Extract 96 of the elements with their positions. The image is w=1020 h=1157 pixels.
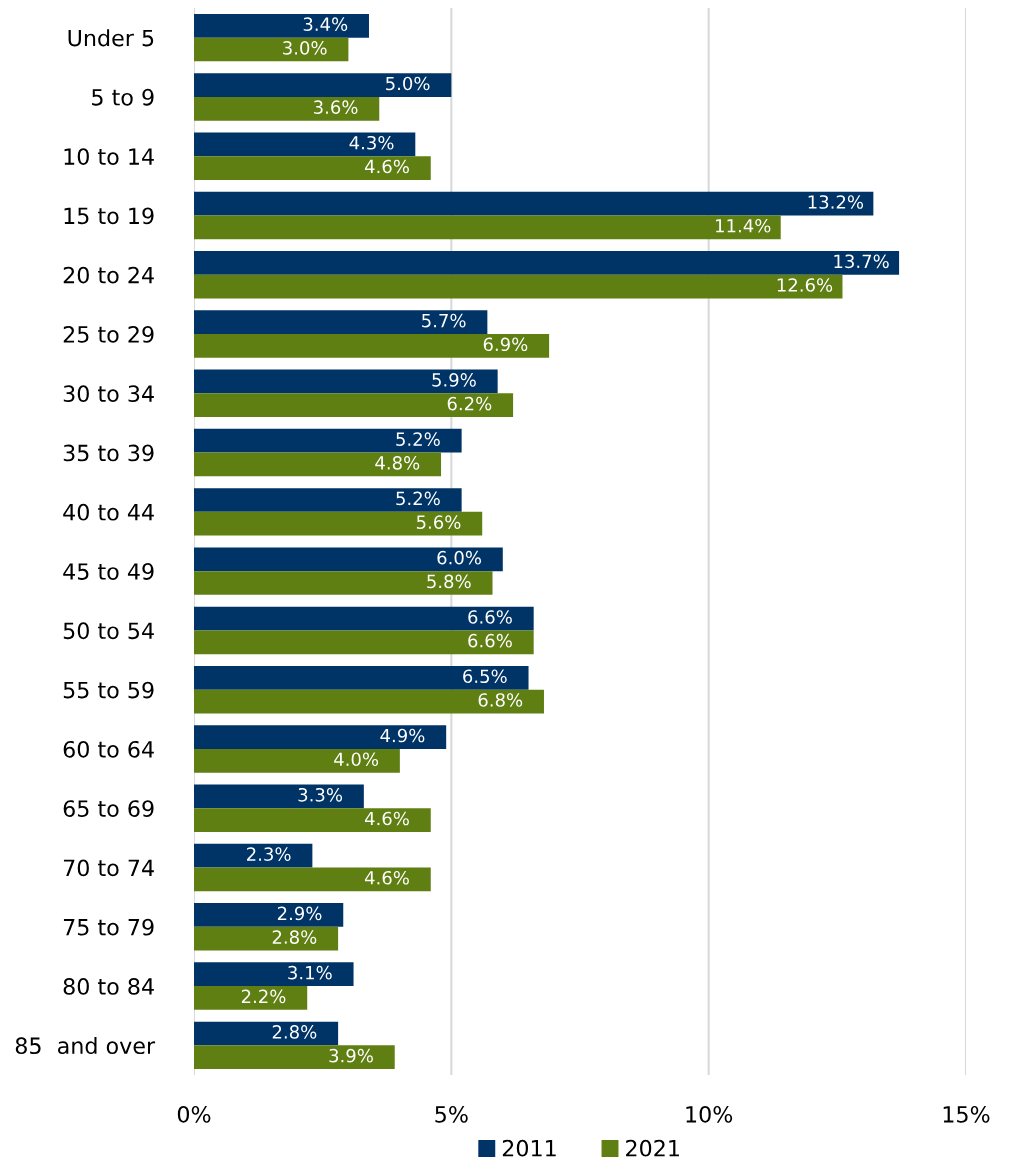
bar (194, 393, 514, 418)
bar (194, 689, 544, 714)
y-tick-label: 40 to 44 (63, 503, 154, 521)
bar (194, 571, 493, 595)
bar (194, 903, 344, 927)
y-tick-label: 30 to 34 (63, 385, 154, 403)
y-tick-label: 45 to 49 (63, 563, 154, 580)
bar (194, 96, 380, 121)
y-tick-label: 15 to 19 (64, 207, 154, 225)
y-tick-label: 10 to 14 (64, 148, 154, 165)
bar (194, 428, 462, 453)
bar (194, 452, 442, 477)
y-tick-label: 5 to 9 (92, 88, 154, 106)
bar (194, 665, 529, 690)
data-label: 3.9% (329, 1048, 373, 1063)
bar (194, 808, 431, 832)
data-label: 2.8% (272, 930, 317, 944)
bar (194, 511, 483, 536)
bar (194, 191, 874, 216)
bar (194, 725, 447, 749)
data-label: 5.9% (432, 373, 476, 387)
bar (194, 156, 431, 180)
data-label: 4.6% (364, 159, 409, 174)
x-tick-label: 5% (435, 1105, 468, 1123)
bar (194, 843, 313, 868)
bar (194, 784, 364, 809)
bar (194, 215, 781, 240)
x-tick-label: 0% (177, 1105, 211, 1123)
data-label: 4.0% (334, 752, 379, 767)
data-label: 6.6% (468, 633, 512, 648)
data-label: 11.4% (716, 218, 771, 233)
y-tick-label: Under 5 (68, 29, 154, 47)
bar (194, 630, 534, 655)
data-label: 6.6% (468, 610, 512, 624)
data-label: 13.7% (834, 254, 889, 269)
data-label: 4.9% (380, 728, 425, 743)
bar (194, 547, 503, 572)
data-label: 3.6% (313, 100, 358, 115)
bar (194, 132, 416, 157)
data-label: 4.6% (364, 870, 409, 885)
data-label: 6.0% (437, 550, 482, 565)
data-label: 6.5% (463, 669, 507, 684)
data-label: 5.2% (396, 491, 440, 506)
data-label: 5.0% (386, 76, 430, 91)
legend-label: 2021 (626, 1139, 679, 1157)
x-tick-label: 10% (686, 1105, 733, 1123)
bar (194, 37, 349, 62)
bar (194, 962, 354, 987)
data-label: 12.6% (777, 278, 833, 292)
data-label: 6.9% (483, 337, 528, 352)
data-label: 4.6% (364, 811, 409, 826)
bar (194, 488, 462, 512)
data-label: 5.7% (422, 313, 466, 328)
data-label: 6.2% (447, 396, 492, 411)
bar (194, 986, 308, 1010)
y-tick-label: 65 to 69 (63, 800, 154, 818)
bar (194, 369, 498, 394)
y-tick-label: 85 and over (15, 1036, 156, 1055)
bar (194, 251, 900, 275)
bar (194, 1021, 339, 1046)
data-label: 2.9% (277, 906, 322, 921)
data-label: 2.8% (272, 1025, 317, 1039)
bar (194, 1045, 395, 1070)
data-label: 3.4% (303, 17, 348, 32)
data-label: 3.0% (283, 41, 327, 55)
y-tick-label: 75 to 79 (63, 918, 154, 936)
x-tick-label: 15% (943, 1105, 990, 1123)
y-tick-label: 55 to 59 (63, 681, 154, 699)
data-label: 5.6% (416, 515, 461, 529)
data-label: 3.1% (288, 965, 332, 980)
bar (194, 13, 369, 38)
data-label: 3.3% (298, 787, 343, 802)
bar (194, 274, 843, 299)
y-tick-label: 20 to 24 (63, 266, 154, 284)
bar (194, 310, 488, 335)
data-label: 5.2% (396, 432, 440, 446)
y-tick-label: 70 to 74 (63, 859, 154, 877)
data-label: 6.8% (478, 693, 523, 707)
bar (194, 334, 550, 358)
y-tick-label: 60 to 64 (63, 740, 154, 758)
y-tick-label: 80 to 84 (63, 978, 154, 995)
y-tick-label: 35 to 39 (63, 444, 154, 462)
legend-label: 2011 (502, 1139, 556, 1157)
data-label: 13.2% (808, 195, 864, 209)
y-tick-label: 50 to 54 (63, 622, 154, 640)
data-label: 4.8% (375, 456, 420, 470)
data-label: 4.3% (349, 135, 394, 150)
data-label: 5.8% (427, 574, 471, 589)
bar (194, 73, 452, 97)
bar (194, 926, 339, 951)
bar (194, 606, 534, 631)
data-label: 2.3% (247, 847, 291, 861)
y-tick-label: 25 to 29 (63, 325, 154, 343)
data-label: 2.2% (241, 989, 286, 1004)
bar (194, 867, 431, 892)
bar (194, 748, 400, 773)
